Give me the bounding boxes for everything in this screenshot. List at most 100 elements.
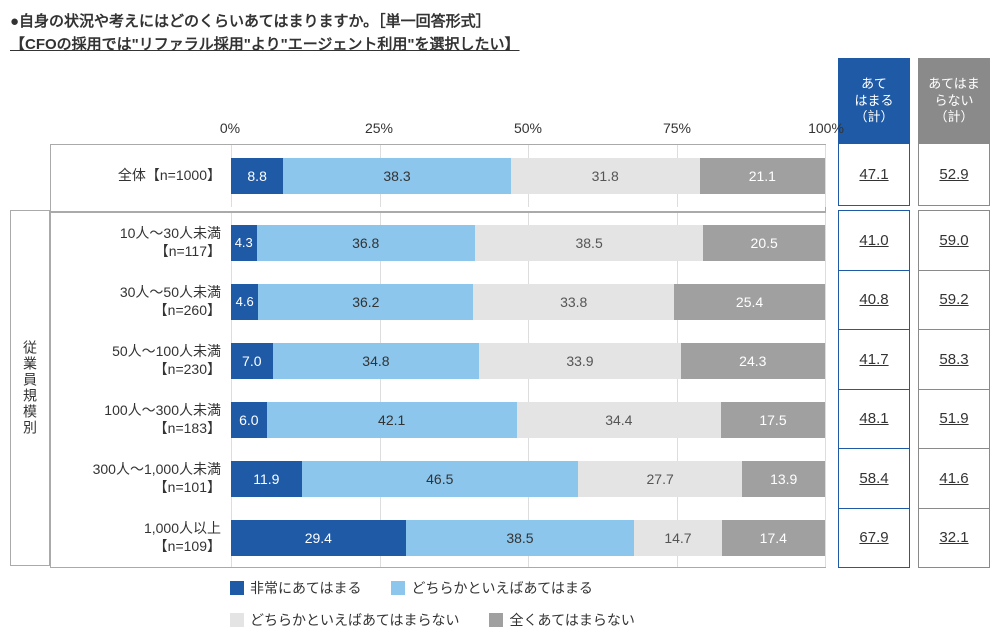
legend-label: どちらかといえばあてはまる xyxy=(411,578,592,598)
row-label: 50人～100人未満【n=230】 xyxy=(51,343,231,378)
group-column: 従業員規模別 xyxy=(10,58,50,568)
bar-segment: 20.5 xyxy=(703,225,825,261)
bar-segment: 17.5 xyxy=(721,402,825,438)
legend-label: 全くあてはまらない xyxy=(509,610,634,630)
bars-column: 0%25%50%75%100% 全体【n=1000】8.838.331.821.… xyxy=(50,58,826,568)
axis-tick: 0% xyxy=(220,120,240,136)
legend: 非常にあてはまる どちらかといえばあてはまるどちらかといえばあてはまらない 全くあて… xyxy=(230,578,990,630)
legend-item: 全くあてはまらない xyxy=(489,610,634,630)
bar-segment: 29.4 xyxy=(231,520,406,556)
stacked-bar: 8.838.331.821.1 xyxy=(231,158,825,194)
bar-segment: 7.0 xyxy=(231,343,273,379)
score-col-negative: あてはまらない（計） 52.959.059.258.351.941.632.1 xyxy=(918,58,990,568)
bar-segment: 13.9 xyxy=(742,461,825,497)
bar-segment: 17.4 xyxy=(722,520,825,556)
score-cell: 59.0 xyxy=(918,210,990,271)
bar-area: 7.034.833.924.3 xyxy=(231,331,825,390)
legend-label: どちらかといえばあてはまらない xyxy=(250,610,459,630)
data-row: 50人～100人未満【n=230】7.034.833.924.3 xyxy=(51,331,825,390)
bar-segment: 33.8 xyxy=(473,284,674,320)
score-cell: 58.3 xyxy=(918,330,990,390)
bar-segment: 27.7 xyxy=(578,461,743,497)
score-head-positive: あてはまる（計） xyxy=(838,58,910,144)
bar-segment: 38.5 xyxy=(406,520,635,556)
score-cell: 51.9 xyxy=(918,390,990,450)
bar-segment: 34.4 xyxy=(517,402,721,438)
stacked-bar: 6.042.134.417.5 xyxy=(231,402,825,438)
score-cell: 58.4 xyxy=(838,449,910,509)
legend-item: どちらかといえばあてはまる xyxy=(391,578,592,598)
group-label: 従業員規模別 xyxy=(20,340,40,436)
bar-segment: 38.5 xyxy=(475,225,703,261)
data-row: 10人～30人未満【n=117】4.336.838.520.5 xyxy=(51,213,825,272)
bar-area: 6.042.134.417.5 xyxy=(231,390,825,449)
bar-area: 4.336.838.520.5 xyxy=(231,213,825,272)
stacked-bar: 29.438.514.717.4 xyxy=(231,520,825,556)
stacked-bar: 4.636.233.825.4 xyxy=(231,284,825,320)
bar-area: 4.636.233.825.4 xyxy=(231,272,825,331)
legend-item: 非常にあてはまる xyxy=(230,578,361,598)
score-cell: 67.9 xyxy=(838,509,910,569)
row-label: 全体【n=1000】 xyxy=(51,167,231,185)
bar-segment: 33.9 xyxy=(479,343,680,379)
row-label: 100人～300人未満【n=183】 xyxy=(51,402,231,437)
bar-segment: 42.1 xyxy=(267,402,517,438)
data-row: 100人～300人未満【n=183】6.042.134.417.5 xyxy=(51,390,825,449)
score-cell: 40.8 xyxy=(838,271,910,331)
bar-segment: 11.9 xyxy=(231,461,302,497)
chart-container: 従業員規模別 0%25%50%75%100% 全体【n=1000】8.838.3… xyxy=(10,58,990,568)
data-row: 1,000人以上【n=109】29.438.514.717.4 xyxy=(51,508,825,567)
bar-area: 29.438.514.717.4 xyxy=(231,508,825,567)
legend-swatch xyxy=(230,581,244,595)
legend-swatch xyxy=(489,613,503,627)
legend-item: どちらかといえばあてはまらない xyxy=(230,610,459,630)
x-axis: 0%25%50%75%100% xyxy=(230,120,826,144)
bar-area: 8.838.331.821.1 xyxy=(231,145,825,207)
stacked-bar: 11.946.527.713.9 xyxy=(231,461,825,497)
chart-title: ●自身の状況や考えにはどのくらいあてはまりますか。［単一回答形式］ xyxy=(10,10,990,31)
score-cell: 52.9 xyxy=(918,144,990,206)
legend-swatch xyxy=(391,581,405,595)
bar-segment: 8.8 xyxy=(231,158,283,194)
row-label: 30人～50人未満【n=260】 xyxy=(51,284,231,319)
score-cell: 48.1 xyxy=(838,390,910,450)
bar-area: 11.946.527.713.9 xyxy=(231,449,825,508)
axis-tick: 25% xyxy=(365,120,393,136)
legend-swatch xyxy=(230,613,244,627)
row-label: 300人～1,000人未満【n=101】 xyxy=(51,461,231,496)
bar-segment: 46.5 xyxy=(302,461,578,497)
legend-label: 非常にあてはまる xyxy=(250,578,361,598)
axis-tick: 50% xyxy=(514,120,542,136)
bar-segment: 14.7 xyxy=(634,520,721,556)
score-cell: 41.6 xyxy=(918,449,990,509)
bar-segment: 38.3 xyxy=(283,158,511,194)
bar-segment: 34.8 xyxy=(273,343,480,379)
bar-segment: 25.4 xyxy=(674,284,825,320)
bar-segment: 24.3 xyxy=(681,343,825,379)
stacked-bar: 4.336.838.520.5 xyxy=(231,225,825,261)
score-cell: 32.1 xyxy=(918,509,990,569)
bar-segment: 36.2 xyxy=(258,284,473,320)
bar-segment: 4.6 xyxy=(231,284,258,320)
bar-segment: 6.0 xyxy=(231,402,267,438)
score-col-positive: あてはまる（計） 47.141.040.841.748.158.467.9 xyxy=(838,58,910,568)
stacked-bar: 7.034.833.924.3 xyxy=(231,343,825,379)
data-row: 全体【n=1000】8.838.331.821.1 xyxy=(51,145,825,207)
score-cell: 41.7 xyxy=(838,330,910,390)
score-head-negative: あてはまらない（計） xyxy=(918,58,990,144)
row-label: 10人～30人未満【n=117】 xyxy=(51,225,231,260)
chart-subtitle: 【CFOの採用では"リファラル採用"より"エージェント利用"を選択したい】 xyxy=(10,33,990,54)
bar-segment: 31.8 xyxy=(511,158,700,194)
score-columns: あてはまる（計） 47.141.040.841.748.158.467.9 あて… xyxy=(838,58,990,568)
data-row: 300人～1,000人未満【n=101】11.946.527.713.9 xyxy=(51,449,825,508)
bar-segment: 21.1 xyxy=(700,158,825,194)
data-row: 30人～50人未満【n=260】4.636.233.825.4 xyxy=(51,272,825,331)
group-box: 従業員規模別 xyxy=(10,210,50,566)
axis-tick: 100% xyxy=(808,120,844,136)
score-cell: 59.2 xyxy=(918,271,990,331)
bar-segment: 4.3 xyxy=(231,225,257,261)
row-label: 1,000人以上【n=109】 xyxy=(51,520,231,555)
score-cell: 41.0 xyxy=(838,210,910,271)
score-cell: 47.1 xyxy=(838,144,910,206)
bar-segment: 36.8 xyxy=(257,225,475,261)
